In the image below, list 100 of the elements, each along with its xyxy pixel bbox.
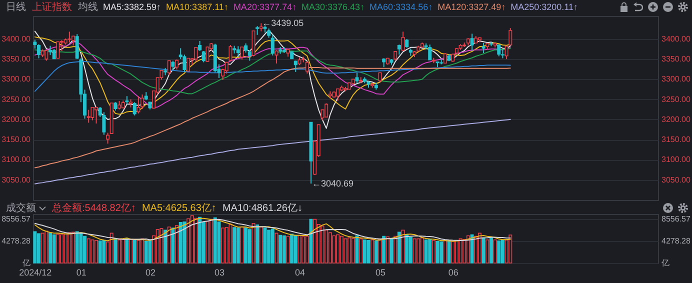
y-tick-label: 亿	[22, 258, 30, 268]
text: MA120:3327.49↑	[438, 2, 506, 12]
bar	[164, 230, 168, 264]
bar	[102, 240, 106, 264]
candlestick	[240, 46, 244, 60]
text: MA10:3387.11↑	[166, 2, 228, 12]
candlestick	[72, 35, 76, 46]
bar	[259, 226, 263, 264]
bar	[305, 236, 309, 264]
bar	[274, 232, 278, 264]
bar	[447, 240, 451, 264]
bar	[408, 236, 412, 264]
candlestick	[508, 28, 512, 46]
candlestick	[428, 44, 432, 60]
candlestick	[44, 50, 48, 62]
bar	[125, 238, 129, 264]
bar	[33, 231, 37, 264]
bar	[359, 238, 363, 264]
bar	[382, 236, 386, 264]
candlestick	[194, 46, 198, 62]
bar	[440, 242, 444, 264]
y2-tick-label: 3400.00	[662, 34, 691, 44]
bar	[83, 236, 87, 264]
annotation: ←3040.69	[312, 178, 354, 189]
bar	[500, 240, 504, 264]
bar	[324, 230, 328, 264]
bar	[121, 238, 125, 264]
candlestick	[140, 94, 144, 110]
candlestick	[206, 46, 210, 62]
bar	[256, 224, 260, 264]
bar	[263, 228, 267, 264]
bar	[94, 240, 98, 264]
x-tick-label: 04	[294, 268, 305, 278]
bar	[451, 241, 455, 264]
bar	[394, 236, 398, 264]
bar	[340, 236, 344, 264]
candlestick	[236, 46, 240, 57]
text: MA60:3334.56↑	[370, 2, 433, 12]
bar	[386, 236, 390, 264]
y2-tick-label: 8556.57	[662, 214, 691, 224]
y2-tick-label: 4278.28	[662, 236, 691, 246]
text: MA20:3377.74↑	[233, 2, 296, 12]
candlestick	[175, 58, 179, 70]
bar	[186, 218, 190, 264]
candlestick	[500, 48, 504, 59]
bar	[370, 239, 374, 264]
bar	[248, 229, 252, 264]
bar	[79, 232, 83, 264]
bar	[228, 224, 232, 264]
bar	[252, 223, 256, 264]
bar	[217, 221, 221, 264]
bar	[167, 226, 171, 264]
bar	[37, 233, 40, 264]
bar	[466, 235, 470, 264]
bar	[44, 230, 48, 264]
bar	[202, 221, 206, 264]
bar	[497, 240, 501, 264]
bar	[90, 239, 94, 264]
y-tick-label: 3050.00	[2, 175, 32, 184]
y-tick-label: 3400.00	[2, 34, 32, 44]
bar	[374, 240, 378, 264]
bar	[436, 241, 440, 264]
bar	[210, 218, 214, 264]
y2-tick-label: 3300.00	[662, 74, 691, 84]
bar	[224, 227, 228, 264]
bar	[478, 232, 482, 264]
candlestick	[401, 31, 405, 52]
candlestick	[94, 106, 98, 124]
bar	[267, 230, 271, 264]
candlestick	[394, 50, 398, 61]
bar	[405, 234, 409, 264]
candlestick	[48, 45, 52, 56]
candlestick	[136, 96, 140, 114]
y-tick-label: 3150.00	[2, 135, 32, 144]
bar	[351, 238, 355, 264]
x-tick-label: 06	[448, 268, 458, 278]
candlestick	[270, 34, 274, 56]
bar	[236, 228, 240, 264]
bar	[64, 233, 68, 264]
bar	[428, 238, 432, 264]
y2-tick-label: 3350.00	[662, 54, 691, 64]
bar	[98, 240, 102, 264]
candlestick	[198, 40, 202, 52]
candlestick	[504, 45, 508, 60]
candlestick	[167, 60, 171, 76]
bar	[221, 228, 225, 264]
chart-title: 成交额	[6, 202, 36, 215]
y2-tick-label: 3250.00	[662, 94, 691, 104]
chart-title: 上证指数	[32, 0, 72, 14]
bar	[390, 238, 394, 264]
y2-tick-label: 3050.00	[662, 175, 691, 184]
bar	[397, 232, 401, 264]
bar	[470, 234, 474, 264]
y2-tick-label: 3100.00	[662, 155, 691, 164]
bar	[148, 240, 152, 264]
bar	[72, 232, 76, 264]
bar	[336, 234, 340, 264]
candlestick	[186, 58, 190, 72]
bar	[136, 240, 140, 264]
y-tick-label: 3200.00	[2, 114, 32, 124]
